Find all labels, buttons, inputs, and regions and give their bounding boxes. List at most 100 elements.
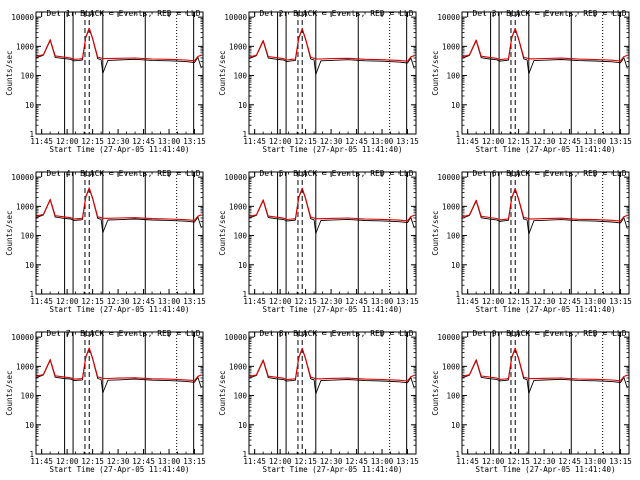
y-tick-label: 100 [233, 232, 247, 241]
y-tick-label: 1000 [16, 362, 35, 371]
x-tick-label: 12:00 [56, 457, 79, 466]
y-axis-label: Counts/sec [218, 210, 227, 255]
x-tick-label: 12:15 [507, 457, 530, 466]
x-tick-label: 13:00 [371, 457, 394, 466]
y-tick-label: 100 [20, 72, 34, 81]
x-tick-label: 12:15 [81, 137, 104, 146]
y-tick-label: 10 [451, 101, 461, 110]
series-line-lld [35, 27, 202, 62]
series-line-lld [248, 347, 415, 382]
x-axis-label: Start Time (27-Apr-05 11:41:40) [263, 465, 403, 474]
x-tick-label: 13:00 [158, 457, 181, 466]
lightcurve-chart: Det 8r BLACK = Events, RED = LLD 1 10 100 10… [218, 329, 419, 474]
y-tick-label: 10 [25, 101, 35, 110]
x-tick-label: 11:45 [243, 457, 266, 466]
y-axis-label: Counts/sec [218, 50, 227, 95]
x-tick-label: 12:45 [132, 297, 155, 306]
lightcurve-chart: Det 4r BLACK = Events, RED = LLD 1 10 100 10… [5, 169, 206, 314]
panel-title: Det 2r BLACK = Events, RED = LLD [259, 9, 413, 18]
y-axis-label: Counts/sec [5, 210, 14, 255]
x-axis-label: Start Time (27-Apr-05 11:41:40) [263, 145, 403, 154]
detector-panel-1: Det 1r BLACK = Events, RED = LLD 1 10 100 10… [0, 0, 213, 160]
x-tick-label: 12:15 [294, 457, 317, 466]
x-tick-label: 11:45 [456, 137, 479, 146]
detector-panel-4: Det 4r BLACK = Events, RED = LLD 1 10 100 10… [0, 160, 213, 320]
y-tick-label: 10000 [437, 173, 460, 182]
x-tick-label: 12:45 [345, 297, 368, 306]
y-tick-label: 100 [446, 232, 460, 241]
y-tick-label: 10 [25, 421, 35, 430]
y-tick-label: 10 [451, 421, 461, 430]
x-tick-label: 12:30 [107, 297, 130, 306]
panel-title: Det 5r BLACK = Events, RED = LLD [259, 169, 413, 178]
detector-panel-8: Det 8r BLACK = Events, RED = LLD 1 10 100 10… [213, 320, 426, 480]
y-axis-label: Counts/sec [431, 370, 440, 415]
y-tick-label: 1 [29, 450, 34, 459]
y-tick-label: 1000 [442, 42, 461, 51]
series-line-lld [35, 347, 202, 382]
x-tick-label: 12:00 [269, 457, 292, 466]
x-tick-label: 11:45 [30, 457, 53, 466]
series-line-lld [248, 28, 415, 62]
x-tick-label: 12:45 [558, 297, 581, 306]
x-tick-label: 12:00 [482, 137, 505, 146]
panel-title: Det 9r BLACK = Events, RED = LLD [472, 329, 626, 338]
x-tick-label: 12:15 [294, 137, 317, 146]
y-tick-label: 10 [238, 101, 248, 110]
y-tick-label: 1 [242, 290, 247, 299]
y-tick-label: 10 [25, 261, 35, 270]
y-tick-label: 1 [242, 130, 247, 139]
y-tick-label: 1 [29, 290, 34, 299]
y-tick-label: 10000 [437, 13, 460, 22]
panel-title: Det 7r BLACK = Events, RED = LLD [46, 329, 200, 338]
x-tick-label: 12:30 [107, 457, 130, 466]
plot-frame [461, 331, 630, 455]
x-tick-label: 13:15 [609, 137, 632, 146]
x-tick-label: 11:45 [30, 137, 53, 146]
y-tick-label: 1 [455, 290, 460, 299]
y-tick-label: 1000 [16, 42, 35, 51]
x-tick-label: 13:15 [183, 137, 206, 146]
y-tick-label: 10000 [224, 173, 247, 182]
x-tick-label: 12:45 [132, 137, 155, 146]
y-axis-label: Counts/sec [431, 50, 440, 95]
x-tick-label: 12:15 [507, 137, 530, 146]
x-tick-label: 12:00 [269, 297, 292, 306]
x-tick-label: 12:00 [482, 457, 505, 466]
y-tick-label: 1 [455, 450, 460, 459]
x-tick-label: 12:30 [320, 457, 343, 466]
x-tick-label: 13:15 [396, 137, 419, 146]
plot-frame [248, 171, 417, 295]
y-axis-label: Counts/sec [5, 370, 14, 415]
x-tick-label: 13:00 [584, 457, 607, 466]
x-tick-label: 12:30 [533, 457, 556, 466]
y-axis-label: Counts/sec [218, 370, 227, 415]
x-tick-label: 11:45 [456, 297, 479, 306]
y-axis-label: Counts/sec [5, 50, 14, 95]
y-tick-label: 10000 [224, 333, 247, 342]
x-tick-label: 13:15 [396, 457, 419, 466]
y-axis-label: Counts/sec [431, 210, 440, 255]
plot-frame [461, 11, 630, 135]
x-axis-label: Start Time (27-Apr-05 11:41:40) [50, 305, 190, 314]
y-tick-label: 10000 [11, 13, 34, 22]
x-tick-label: 12:45 [558, 137, 581, 146]
plot-frame [35, 11, 204, 135]
panel-title: Det 4r BLACK = Events, RED = LLD [46, 169, 200, 178]
x-tick-label: 11:45 [243, 137, 266, 146]
x-tick-label: 12:30 [533, 297, 556, 306]
y-tick-label: 1 [29, 130, 34, 139]
y-tick-label: 100 [20, 232, 34, 241]
detector-panel-6: Det 6r BLACK = Events, RED = LLD 1 10 100 10… [426, 160, 639, 320]
x-tick-label: 11:45 [30, 297, 53, 306]
detector-panel-2: Det 2r BLACK = Events, RED = LLD 1 10 100 10… [213, 0, 426, 160]
plot-frame [461, 171, 630, 295]
plot-frame [35, 331, 204, 455]
detector-panel-7: Det 7r BLACK = Events, RED = LLD 1 10 100 10… [0, 320, 213, 480]
x-tick-label: 13:15 [609, 297, 632, 306]
lightcurve-chart: Det 2r BLACK = Events, RED = LLD 1 10 100 10… [218, 9, 419, 154]
x-tick-label: 11:45 [456, 457, 479, 466]
x-tick-label: 13:00 [371, 137, 394, 146]
x-tick-label: 12:00 [482, 297, 505, 306]
